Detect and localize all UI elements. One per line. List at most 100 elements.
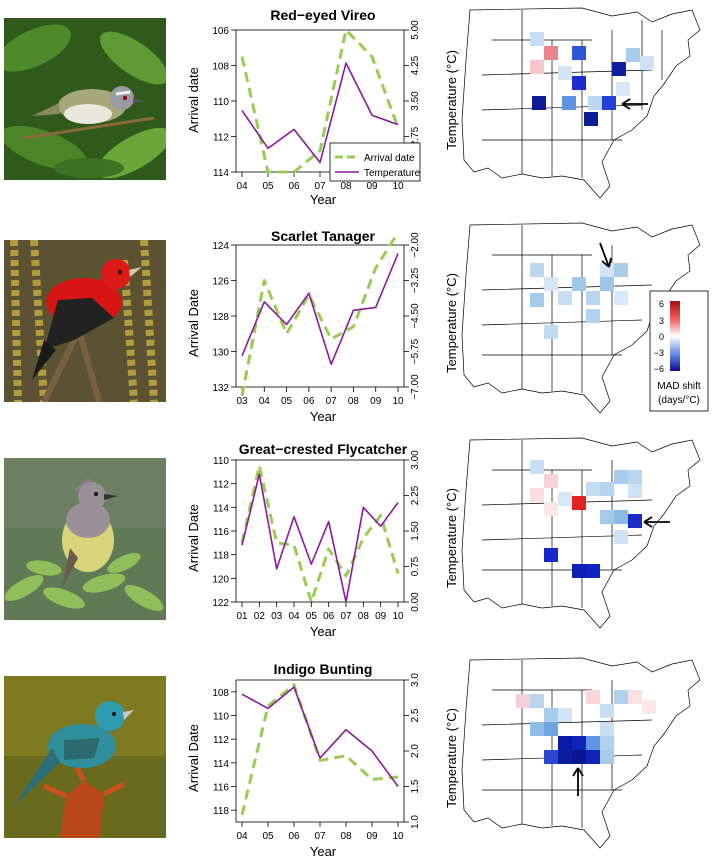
right-tick-label: 3.50 (410, 91, 421, 111)
x-tick-label: 09 (366, 831, 378, 842)
x-tick-label: 07 (340, 611, 352, 622)
plot-area: 110 112 114 116 118 120 122 0.00 0.75 1.50 2.25 3.0… (212, 450, 421, 622)
left-tick-label: 118 (213, 551, 229, 562)
left-tick-label: 118 (213, 806, 229, 817)
map-indigo-bunting (461, 657, 701, 849)
right-tick-label: 2.5 (410, 708, 421, 722)
left-tick-label: 124 (212, 241, 229, 252)
chart-title: Red−eyed Vireo (270, 7, 375, 23)
map-red-eyed-vireo (461, 7, 701, 199)
legend: Arrival date Temperature (329, 142, 421, 182)
x-tick-label: 07 (326, 396, 338, 407)
right-tick-label: 3.0 (410, 673, 421, 687)
left-tick-label: 114 (213, 759, 229, 770)
x-tick-label: 10 (392, 181, 404, 192)
x-tick-label: 06 (323, 611, 335, 622)
right-axis-label: Temperature (°C) (444, 50, 459, 150)
left-tick-label: 110 (213, 456, 229, 467)
x-tick-label: 04 (259, 396, 271, 407)
arrow-marker (643, 516, 670, 528)
photo-red-eyed-vireo (4, 18, 166, 180)
x-tick-label: 08 (340, 831, 352, 842)
left-tick-label: 112 (213, 735, 229, 746)
x-tick-label: 05 (262, 831, 274, 842)
x-tick-label: 05 (281, 396, 293, 407)
x-axis-label: Year (310, 624, 337, 638)
x-tick-label: 08 (340, 181, 352, 192)
right-axis-label: Temperature (°C) (444, 708, 459, 808)
legend-arrival-label: Arrival date (364, 153, 415, 164)
right-tick-label: 4.25 (410, 55, 421, 75)
left-tick-label: 112 (213, 480, 229, 491)
colorbar-gradient (670, 301, 680, 371)
colorbar-tick: 6 (659, 299, 664, 309)
photo-great-crested-flycatcher (4, 458, 166, 620)
left-tick-label: 114 (213, 503, 229, 514)
right-tick-label: −5.75 (410, 338, 421, 364)
us-map-outline (461, 7, 701, 199)
right-tick-label: 3.00 (410, 450, 421, 470)
left-tick-label: 114 (213, 168, 229, 179)
chart-red-eyed-vireo: Red−eyed Vireo 1061081101121142.002.753.… (186, 7, 459, 207)
right-tick-label: 5.00 (410, 20, 421, 40)
left-tick-label: 110 (213, 712, 229, 723)
colorbar-tick: −6 (654, 364, 664, 374)
chart-title: Indigo Bunting (274, 661, 373, 677)
right-tick-label: −4.50 (410, 303, 421, 329)
arrival-date-line (240, 231, 400, 397)
x-tick-label: 07 (314, 181, 326, 192)
chart-indigo-bunting: Indigo Bunting 108 110 112 114 116 118 1.0 1.5 2… (186, 661, 459, 858)
temperature-line (241, 253, 399, 366)
x-tick-label: 06 (288, 181, 300, 192)
x-tick-label: 06 (303, 396, 315, 407)
us-map-outline (461, 222, 701, 414)
x-tick-label: 05 (306, 611, 318, 622)
left-axis-label: Arrival date (186, 67, 201, 133)
us-map-outline (461, 437, 701, 629)
mad-shift-cells (516, 690, 656, 764)
x-tick-label: 09 (375, 611, 387, 622)
x-tick-label: 10 (392, 396, 404, 407)
map-great-crested-flycatcher (461, 437, 701, 629)
temperature-line (241, 62, 399, 164)
x-tick-label: 04 (236, 831, 248, 842)
arrival-date-line (240, 683, 399, 816)
colorbar-tick: 0 (659, 332, 664, 342)
right-tick-label: 1.0 (410, 815, 421, 829)
x-tick-label: 06 (288, 831, 300, 842)
colorbar: 6 3 0 −3 −6 MAD shift (days/°C) (649, 290, 709, 412)
left-tick-label: 128 (212, 312, 229, 323)
x-tick-label: 03 (271, 611, 283, 622)
left-tick-label: 110 (213, 97, 229, 108)
arrow-marker (599, 242, 612, 268)
left-tick-label: 108 (212, 688, 229, 699)
x-axis-label: Year (310, 844, 337, 858)
plot-area: 1061081101121142.002.753.504.255.0004050… (212, 20, 421, 192)
x-tick-label: 09 (366, 181, 378, 192)
colorbar-units: (days/°C) (658, 395, 700, 406)
x-tick-label: 10 (392, 611, 404, 622)
right-tick-label: 2.75 (410, 126, 421, 146)
x-tick-label: 09 (370, 396, 382, 407)
x-tick-label: 07 (314, 831, 326, 842)
chart-title: Scarlet Tanager (271, 228, 376, 244)
temperature-line (241, 686, 399, 787)
plot-area: 124 126 128 130 132 −7.00 −5.75 −4.50 −3.25 −2.00… (212, 231, 421, 407)
arrival-date-line (240, 28, 400, 174)
right-tick-label: 1.50 (410, 521, 421, 541)
arrival-date-line (240, 464, 400, 604)
x-axis-label: Year (310, 409, 337, 423)
chart-title: Great−crested Flycatcher (239, 441, 408, 457)
x-tick-label: 01 (236, 611, 248, 622)
left-tick-label: 122 (212, 598, 229, 609)
mad-shift-cells (530, 263, 628, 339)
arrow-marker (621, 98, 648, 110)
colorbar-tick: −3 (654, 348, 664, 358)
left-axis-label: Arrival Date (186, 504, 201, 572)
mad-shift-cells (530, 460, 642, 578)
right-tick-label: 0.00 (410, 592, 421, 612)
temperature-line (241, 473, 399, 603)
left-axis-label: Arrival Date (186, 724, 201, 792)
x-axis-label: Year (310, 192, 337, 207)
colorbar-title: MAD shift (657, 381, 701, 392)
